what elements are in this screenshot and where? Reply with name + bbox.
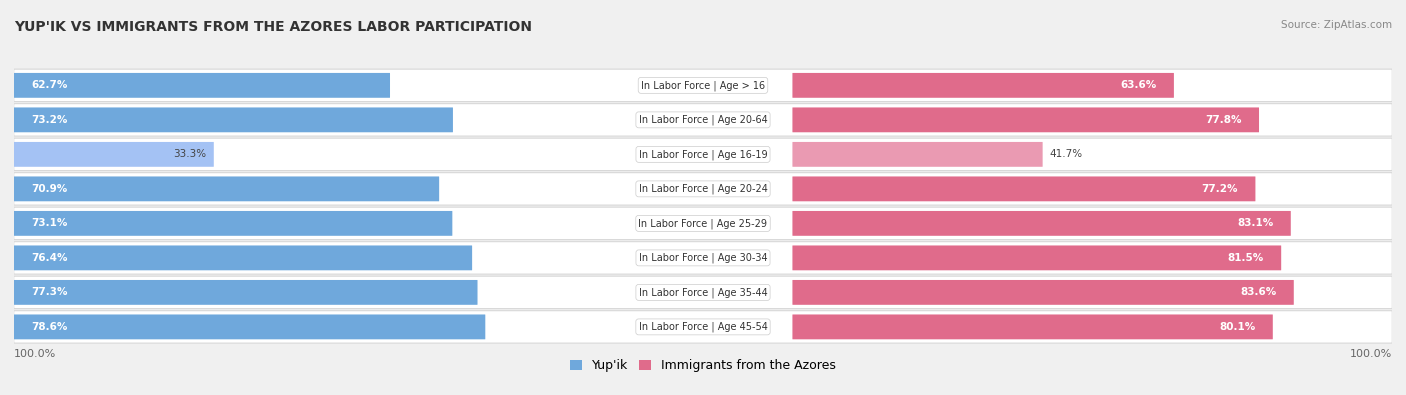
Text: Source: ZipAtlas.com: Source: ZipAtlas.com [1281, 20, 1392, 30]
Text: 41.7%: 41.7% [1049, 149, 1083, 159]
FancyBboxPatch shape [14, 276, 1392, 308]
FancyBboxPatch shape [793, 107, 1258, 132]
Legend: Yup'ik, Immigrants from the Azores: Yup'ik, Immigrants from the Azores [565, 354, 841, 377]
FancyBboxPatch shape [14, 73, 389, 98]
Text: 77.2%: 77.2% [1202, 184, 1239, 194]
Text: 83.6%: 83.6% [1240, 288, 1277, 297]
Text: 70.9%: 70.9% [31, 184, 67, 194]
Text: 73.1%: 73.1% [31, 218, 67, 228]
FancyBboxPatch shape [14, 107, 453, 132]
FancyBboxPatch shape [793, 211, 1291, 236]
FancyBboxPatch shape [14, 177, 439, 201]
Text: 77.3%: 77.3% [31, 288, 67, 297]
FancyBboxPatch shape [793, 245, 1281, 270]
FancyBboxPatch shape [14, 311, 1392, 343]
Text: YUP'IK VS IMMIGRANTS FROM THE AZORES LABOR PARTICIPATION: YUP'IK VS IMMIGRANTS FROM THE AZORES LAB… [14, 20, 531, 34]
Text: 100.0%: 100.0% [1350, 349, 1392, 359]
FancyBboxPatch shape [793, 280, 1294, 305]
FancyBboxPatch shape [14, 69, 1392, 102]
FancyBboxPatch shape [793, 177, 1256, 201]
FancyBboxPatch shape [14, 242, 1392, 274]
Text: 100.0%: 100.0% [14, 349, 56, 359]
Text: In Labor Force | Age 30-34: In Labor Force | Age 30-34 [638, 253, 768, 263]
Text: In Labor Force | Age 25-29: In Labor Force | Age 25-29 [638, 218, 768, 229]
Text: 83.1%: 83.1% [1237, 218, 1274, 228]
Text: 63.6%: 63.6% [1121, 80, 1157, 90]
FancyBboxPatch shape [14, 138, 1392, 171]
FancyBboxPatch shape [14, 173, 1392, 205]
FancyBboxPatch shape [793, 73, 1174, 98]
FancyBboxPatch shape [14, 142, 214, 167]
Text: In Labor Force | Age > 16: In Labor Force | Age > 16 [641, 80, 765, 90]
FancyBboxPatch shape [14, 211, 453, 236]
FancyBboxPatch shape [14, 280, 478, 305]
FancyBboxPatch shape [14, 314, 485, 339]
FancyBboxPatch shape [793, 314, 1272, 339]
Text: 33.3%: 33.3% [173, 149, 207, 159]
FancyBboxPatch shape [14, 103, 1392, 136]
Text: In Labor Force | Age 16-19: In Labor Force | Age 16-19 [638, 149, 768, 160]
Text: 76.4%: 76.4% [31, 253, 67, 263]
Text: In Labor Force | Age 20-64: In Labor Force | Age 20-64 [638, 115, 768, 125]
Text: In Labor Force | Age 35-44: In Labor Force | Age 35-44 [638, 287, 768, 298]
Text: 81.5%: 81.5% [1227, 253, 1264, 263]
FancyBboxPatch shape [793, 142, 1043, 167]
Text: 62.7%: 62.7% [31, 80, 67, 90]
FancyBboxPatch shape [14, 245, 472, 270]
Text: 80.1%: 80.1% [1219, 322, 1256, 332]
Text: In Labor Force | Age 20-24: In Labor Force | Age 20-24 [638, 184, 768, 194]
Text: In Labor Force | Age 45-54: In Labor Force | Age 45-54 [638, 322, 768, 332]
Text: 77.8%: 77.8% [1205, 115, 1241, 125]
Text: 73.2%: 73.2% [31, 115, 67, 125]
Text: 78.6%: 78.6% [31, 322, 67, 332]
FancyBboxPatch shape [14, 207, 1392, 240]
